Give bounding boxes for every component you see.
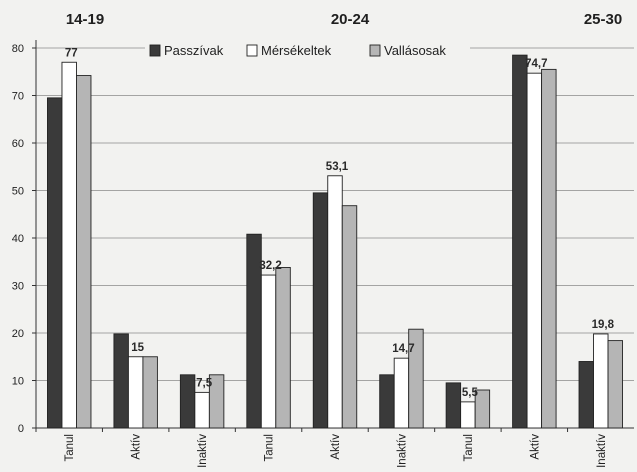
- bar-mersekeltek: [460, 401, 476, 429]
- category-label: Aktív: [529, 434, 541, 460]
- bar-passzivak: [512, 54, 528, 429]
- legend-label: Vallásosak: [384, 43, 446, 58]
- bar-passzivak: [179, 374, 196, 429]
- y-tick-label: 20: [12, 328, 24, 340]
- legend-swatch: [246, 44, 258, 57]
- y-tick-label: 30: [12, 281, 24, 293]
- legend: Passzívak Mérsékeltek Vallásosak: [145, 40, 470, 62]
- data-label: 32,2: [259, 260, 281, 272]
- legend-label: Passzívak: [164, 43, 224, 58]
- data-label: 53,1: [326, 161, 349, 173]
- bar-vallasosak: [208, 374, 225, 429]
- bar-vallasosak: [275, 267, 291, 429]
- bar-mersekeltek: [593, 333, 609, 429]
- group-title: 20-24: [331, 11, 370, 28]
- data-labels: 77 15 7,5 32,2 53,1 14,7 5,5 74,7 19,8: [65, 47, 615, 399]
- bar-passzivak: [379, 374, 395, 429]
- bar-vallasosak: [76, 75, 92, 429]
- bar-vallasosak: [341, 205, 358, 429]
- legend-swatch: [369, 44, 381, 57]
- bars: [47, 54, 623, 429]
- bar-mersekeltek: [526, 72, 543, 429]
- group-title: 14-19: [66, 11, 104, 28]
- data-label: 5,5: [462, 387, 479, 399]
- bar-vallasosak: [541, 68, 557, 429]
- group-title: 25-30: [584, 11, 622, 28]
- bar-vallasosak: [607, 340, 623, 429]
- category-labels: Tanul Aktív Inaktív Tanul Aktív Inaktív Tanul A…: [64, 434, 608, 468]
- y-tick-label: 70: [12, 91, 24, 103]
- data-label: 77: [65, 47, 78, 59]
- data-label: 14,7: [392, 343, 414, 355]
- category-label: Inaktív: [396, 434, 408, 468]
- data-label: 19,8: [592, 319, 615, 331]
- category-label: Tanul: [264, 434, 276, 462]
- data-label: 15: [131, 342, 144, 354]
- category-label: Inaktív: [197, 434, 209, 468]
- category-label: Aktív: [330, 434, 342, 460]
- legend-swatch: [149, 44, 161, 57]
- category-label: Inaktív: [596, 434, 608, 468]
- bar-vallasosak: [474, 389, 491, 429]
- bar-passzivak: [113, 333, 129, 429]
- group-titles: 14-19 20-24 25-30: [66, 11, 622, 28]
- category-label: Tanul: [463, 434, 475, 462]
- bar-mersekeltek: [61, 61, 77, 429]
- y-tick-label: 80: [12, 43, 24, 55]
- category-label: Tanul: [64, 434, 76, 462]
- y-tick-label: 0: [18, 423, 24, 435]
- bar-passzivak: [312, 192, 329, 429]
- bar-vallasosak: [408, 328, 424, 429]
- bar-passzivak: [578, 361, 594, 429]
- bar-mersekeltek: [194, 391, 210, 429]
- legend-label: Mérsékeltek: [261, 43, 332, 58]
- bar-mersekeltek: [393, 357, 410, 429]
- bar-mersekeltek: [127, 356, 144, 429]
- y-tick-label: 50: [12, 186, 24, 198]
- y-tick-label: 40: [12, 233, 24, 245]
- data-label: 7,5: [196, 377, 213, 389]
- category-label: Aktív: [131, 434, 143, 460]
- bar-mersekeltek: [260, 274, 277, 429]
- legend-box: [145, 40, 470, 62]
- data-label: 74,7: [525, 58, 547, 70]
- y-tick-label: 60: [12, 138, 24, 150]
- bar-mersekeltek: [327, 175, 343, 429]
- bar-passzivak: [47, 97, 63, 429]
- bar-passzivak: [445, 382, 462, 429]
- y-tick-label: 10: [12, 376, 24, 388]
- bar-vallasosak: [142, 356, 158, 429]
